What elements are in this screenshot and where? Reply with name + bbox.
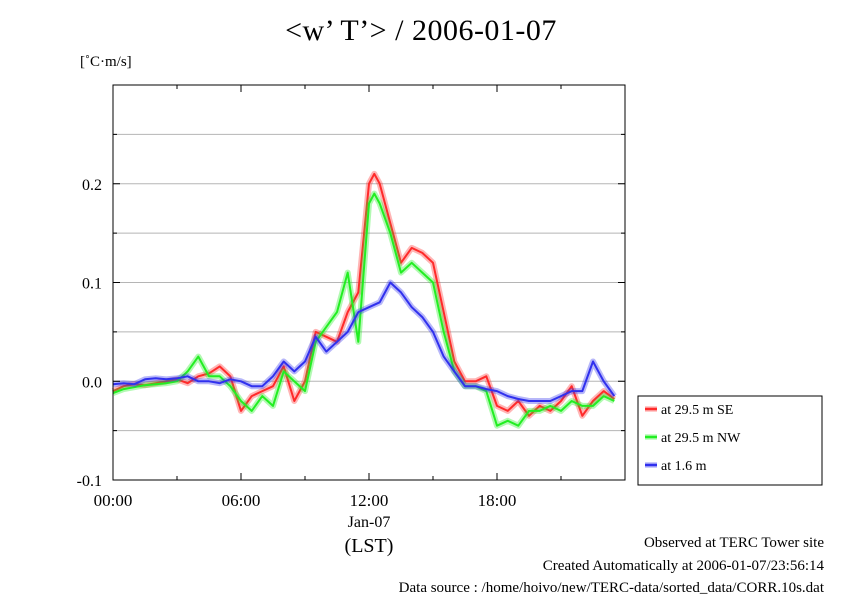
- legend-label: at 1.6 m: [661, 459, 707, 474]
- y-tick-label: 0.1: [82, 276, 102, 293]
- footer-created-time: Created Automatically at 2006-01-07/23:5…: [542, 558, 824, 574]
- x-axis-label: (LST): [345, 535, 394, 557]
- x-tick-label: 06:00: [222, 491, 261, 510]
- y-tick-label: -0.1: [77, 473, 102, 490]
- y-tick-label: 0.0: [82, 374, 102, 391]
- legend-label: at 29.5 m SE: [661, 403, 733, 418]
- y-tick-label: 0.2: [82, 177, 102, 194]
- legend-label: at 29.5 m NW: [661, 431, 741, 446]
- y-axis-unit-label: [˚C·m/s]: [80, 54, 132, 70]
- x-date-label: Jan-07: [348, 514, 391, 531]
- y-axis-ticks: 0.2 0.1 0.0 -0.1: [77, 84, 625, 490]
- series-line: [112, 281, 616, 402]
- legend: at 29.5 m SE at 29.5 m NW at 1.6 m: [637, 395, 823, 486]
- footer-data-source: Data source : /home/hoivo/new/TERC-data/…: [398, 580, 824, 596]
- x-axis-ticks: 00:00 06:00 12:00 18:00: [94, 85, 626, 510]
- series-line: [112, 192, 615, 427]
- legend-box: [637, 395, 823, 486]
- series-lines: [111, 170, 617, 429]
- chart-title: <w’ T’> / 2006-01-07: [285, 14, 557, 47]
- x-tick-label: 12:00: [350, 491, 389, 510]
- x-tick-label: 18:00: [478, 491, 517, 510]
- footer-observed-site: Observed at TERC Tower site: [643, 535, 824, 551]
- x-tick-label: 00:00: [94, 491, 133, 510]
- series-line: [112, 172, 615, 417]
